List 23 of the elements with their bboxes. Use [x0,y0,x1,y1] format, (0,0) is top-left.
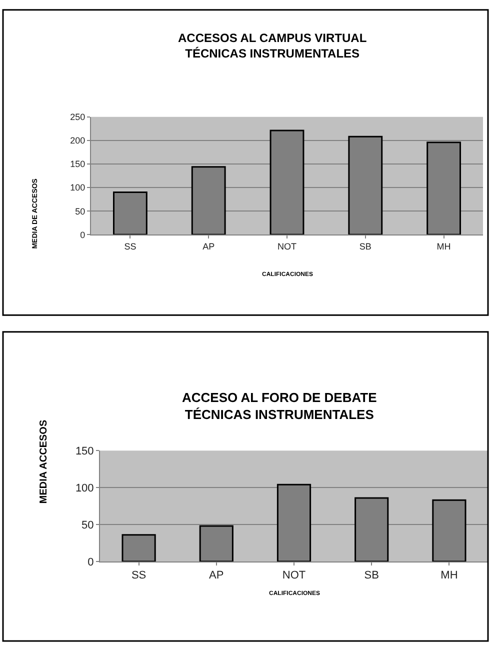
y-tick-label: 150 [70,159,86,170]
y-tick-label: 0 [88,556,94,568]
x-tick-label: MH [440,570,458,582]
y-tick-label: 50 [82,519,94,532]
y-tick-label: 100 [70,182,86,193]
chart-title: ACCESO AL FORO DE DEBATE TÉCNICAS INSTRUMENTALES [182,390,378,422]
x-tick-label: SS [131,570,146,582]
x-tick-label: SB [364,570,379,582]
x-tick-label: AP [209,570,224,582]
y-tick-label: 50 [75,206,86,216]
x-tick-label: SB [359,241,372,252]
x-tick-label: NOT [282,570,306,582]
x-tick-label: MH [436,241,451,252]
chart-title: ACCESOS AL CAMPUS VIRTUAL TÉCNICAS INSTRUMENTALES [178,31,367,61]
y-tick-label: 150 [75,445,94,458]
x-tick-label: SS [124,241,136,252]
y-tick-label: 200 [70,136,86,146]
y-tick-label: 100 [75,482,94,494]
y-tick-label: 250 [70,112,86,122]
y-axis-title: MEDIA ACCESOS [38,420,50,504]
y-tick-label: 0 [80,230,86,240]
x-tick-label: NOT [278,241,297,252]
x-tick-label: AP [202,241,215,252]
